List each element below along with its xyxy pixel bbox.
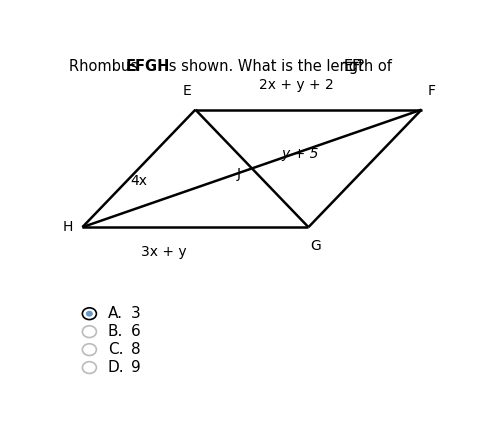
- Text: B.: B.: [108, 324, 123, 339]
- Text: ?: ?: [357, 59, 365, 74]
- Text: D.: D.: [108, 360, 124, 375]
- Text: A.: A.: [108, 306, 123, 321]
- Text: G: G: [310, 239, 321, 253]
- Text: J: J: [236, 167, 240, 181]
- Text: E: E: [183, 84, 192, 98]
- Text: 8: 8: [131, 342, 141, 357]
- Text: is shown. What is the length of: is shown. What is the length of: [160, 59, 397, 74]
- Text: H: H: [62, 220, 72, 234]
- Text: Rhombus: Rhombus: [69, 59, 142, 74]
- Text: 4x: 4x: [130, 174, 147, 189]
- Text: 9: 9: [131, 360, 141, 375]
- Text: 3x + y: 3x + y: [141, 245, 187, 259]
- Text: C.: C.: [108, 342, 123, 357]
- Circle shape: [86, 311, 93, 317]
- Text: EFGH: EFGH: [126, 59, 170, 74]
- Text: F: F: [428, 84, 436, 98]
- Text: 6: 6: [131, 324, 141, 339]
- Text: y + 5: y + 5: [281, 147, 319, 161]
- Text: EF: EF: [344, 59, 361, 74]
- Text: 2x + y + 2: 2x + y + 2: [260, 78, 334, 92]
- Text: 3: 3: [131, 306, 141, 321]
